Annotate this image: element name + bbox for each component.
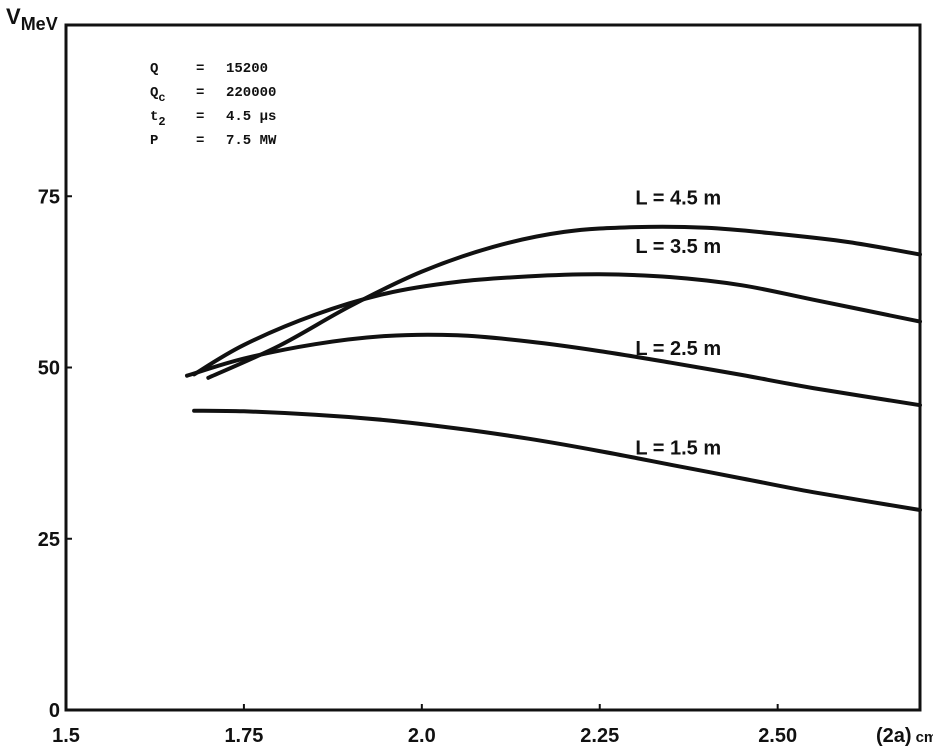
parameter-subscript: c xyxy=(158,91,165,105)
parameter-name: P xyxy=(150,133,158,149)
x-axis-label-unit: cm xyxy=(916,729,933,746)
series-label: L = 2.5 m xyxy=(635,338,721,360)
parameter-value: 7.5 MW xyxy=(226,133,277,149)
parameter-subscript: 2 xyxy=(158,115,165,129)
parameter-value: 15200 xyxy=(226,61,268,77)
y-tick-label: 75 xyxy=(38,186,60,208)
series-line xyxy=(192,408,922,512)
x-axis-label-main: (2a) xyxy=(876,725,912,747)
y-axis-label-sub: MeV xyxy=(21,14,58,34)
parameter-block: Q = 15200 Qc = 220000 t2 = 4.5 μs P = 7.5 MW xyxy=(150,61,277,149)
series-label: L = 3.5 m xyxy=(635,236,721,258)
x-tick-label: 2.25 xyxy=(580,725,619,747)
y-tick-label: 50 xyxy=(38,358,60,380)
y-axis-label: VMeV xyxy=(6,4,58,34)
parameter-name: Q xyxy=(150,61,158,77)
plot-frame xyxy=(64,23,922,712)
parameter-value: 4.5 μs xyxy=(226,109,276,125)
curves xyxy=(185,224,922,512)
parameter-name: Qc xyxy=(150,85,166,105)
parameter-equals: = xyxy=(196,61,204,77)
y-tick-labels: 0 25 50 75 xyxy=(38,186,72,722)
parameter-equals: = xyxy=(196,85,204,101)
series-label: L = 4.5 m xyxy=(635,187,721,209)
y-axis-label-main: V xyxy=(6,4,21,29)
y-tick-label: 25 xyxy=(38,529,60,551)
x-tick-label: 1.5 xyxy=(52,725,80,747)
x-tick-label: 1.75 xyxy=(224,725,263,747)
y-tick-label: 0 xyxy=(49,700,60,722)
parameter-equals: = xyxy=(196,133,204,149)
parameter-equals: = xyxy=(196,109,204,125)
curve-labels: L = 4.5 m L = 3.5 m L = 2.5 m L = 1.5 m xyxy=(635,187,721,459)
series-line xyxy=(185,332,922,408)
x-axis-label: (2a) cm xyxy=(876,725,933,747)
parameter-value: 220000 xyxy=(226,85,276,101)
series-label: L = 1.5 m xyxy=(635,437,721,459)
x-tick-label: 2.50 xyxy=(758,725,797,747)
parameter-name: t2 xyxy=(150,109,166,129)
series-line xyxy=(206,224,922,380)
x-tick-label: 2.0 xyxy=(408,725,436,747)
series-line xyxy=(192,272,922,377)
x-tick-labels: 1.5 1.75 2.0 2.25 2.50 xyxy=(52,704,797,747)
